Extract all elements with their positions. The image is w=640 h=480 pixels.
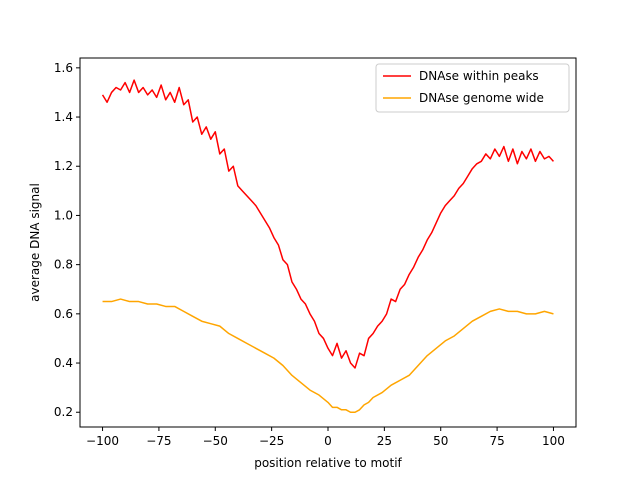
x-tick-label: 50 (433, 434, 448, 448)
y-tick-label: 0.4 (54, 356, 73, 370)
y-tick-label: 0.6 (54, 307, 73, 321)
x-tick-label: 25 (377, 434, 392, 448)
legend: DNAse within peaks DNAse genome wide (375, 63, 570, 113)
x-tick-label: −50 (203, 434, 228, 448)
y-axis-label: average DNA signal (28, 183, 42, 302)
legend-label-within-peaks: DNAse within peaks (419, 69, 539, 83)
x-tick-label: 100 (542, 434, 565, 448)
x-tick-label: 0 (324, 434, 332, 448)
y-tick-label: 0.8 (54, 258, 73, 272)
y-tick-label: 1.4 (54, 110, 73, 124)
x-tick-label: −25 (259, 434, 284, 448)
x-tick-label: −75 (146, 434, 171, 448)
legend-box (375, 63, 570, 113)
x-tick-label: −100 (86, 434, 119, 448)
y-tick-label: 1.6 (54, 61, 73, 75)
series-line-0 (101, 79, 555, 369)
y-tick-label: 0.2 (54, 405, 73, 419)
x-axis-ticks: −100 −75 −50 −25 0 25 50 75 100 (86, 427, 565, 448)
y-tick-label: 1.0 (54, 208, 73, 222)
y-axis-ticks: 0.2 0.4 0.6 0.8 1.0 1.2 1.4 1.6 (54, 61, 80, 419)
y-tick-label: 1.2 (54, 159, 73, 173)
x-axis-label: position relative to motif (254, 456, 402, 470)
series-line-1 (102, 298, 554, 413)
legend-label-genome-wide: DNAse genome wide (419, 91, 544, 105)
x-tick-label: 75 (489, 434, 504, 448)
series-layer (101, 79, 555, 413)
